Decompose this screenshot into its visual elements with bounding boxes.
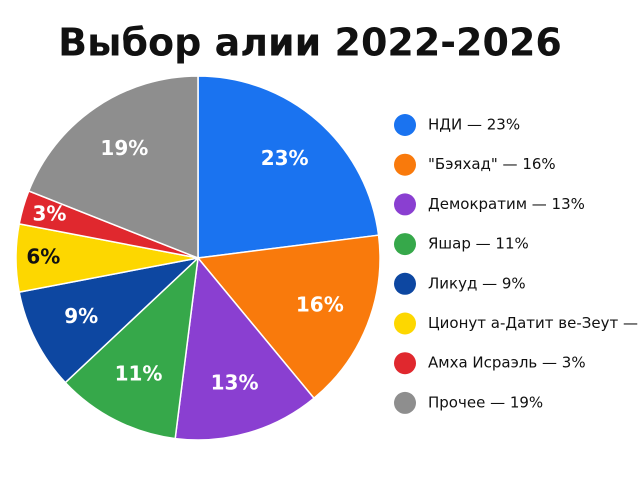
slice-label: 3%: [32, 201, 66, 225]
slice-label: 11%: [115, 361, 163, 385]
legend-swatch: [394, 391, 416, 414]
slice-label: 16%: [296, 293, 344, 317]
legend-label: "Бэяхад" — 16%: [428, 155, 556, 173]
legend-label: Амха Исраэль — 3%: [428, 354, 586, 372]
pie-slice: [197, 75, 380, 259]
chart-title: Выбор алии 2022-2026: [58, 21, 562, 65]
slice-label: 6%: [26, 245, 60, 269]
legend-label: Прочее — 19%: [428, 393, 543, 411]
legend-swatch: [394, 153, 416, 176]
pie-slice: [64, 256, 200, 440]
slice-label: 19%: [100, 136, 148, 160]
legend-swatch: [394, 272, 416, 295]
legend-swatch: [394, 352, 416, 375]
pie-slice: [174, 256, 316, 441]
legend-label: НДИ — 23%: [428, 116, 520, 134]
legend-swatch: [394, 233, 416, 256]
legend-swatch: [394, 312, 416, 335]
legend-label: Ционут а-Датит ве-Зеут — 6%: [428, 314, 640, 332]
legend-label: Яшар — 11%: [428, 235, 529, 253]
legend-label: Демократим — 13%: [428, 195, 585, 213]
slice-label: 23%: [261, 146, 309, 170]
legend-swatch: [394, 114, 416, 136]
pie-slice: [27, 75, 199, 260]
pie-slice: [196, 234, 381, 400]
slice-label: 13%: [211, 370, 259, 394]
legend-swatch: [394, 193, 416, 216]
pie-slice: [18, 256, 201, 384]
slice-label: 9%: [64, 304, 98, 328]
legend-label: Ликуд — 9%: [428, 274, 526, 292]
